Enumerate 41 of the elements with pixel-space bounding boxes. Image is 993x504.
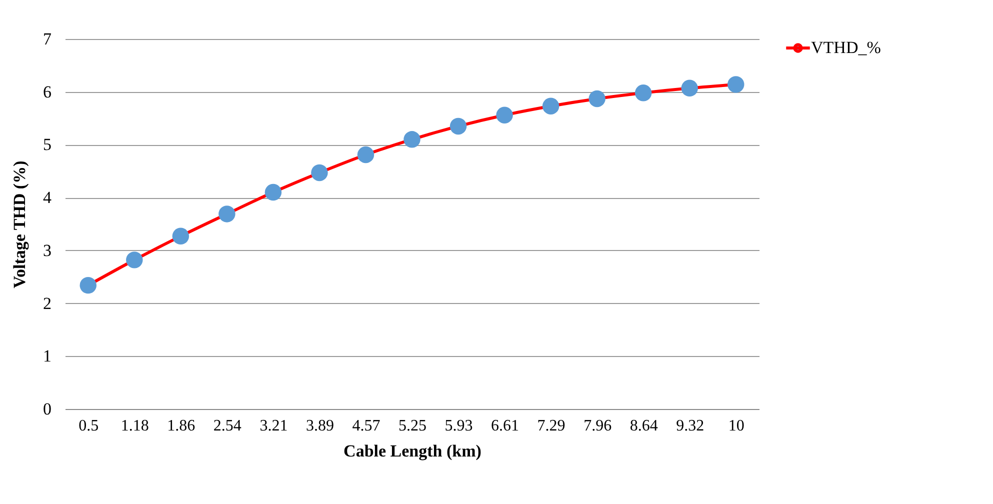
x-tick-label: 6.61: [491, 418, 520, 434]
point: [634, 84, 652, 102]
point: [357, 146, 374, 164]
x-tick-label: 0.5: [78, 418, 99, 434]
y-tick-label: 6: [43, 82, 52, 102]
x-tick-label: 3.21: [260, 418, 288, 434]
point: [80, 276, 96, 294]
y-tick-label: 4: [43, 188, 52, 208]
x-tick-label: 10: [728, 418, 744, 434]
y-tick-label: 3: [43, 240, 52, 260]
point: [728, 76, 744, 93]
point: [681, 80, 698, 97]
y-tick-label: 5: [43, 135, 52, 154]
x-tick-label: 1.18: [120, 418, 149, 434]
x-tick-label: 1.86: [167, 418, 196, 434]
x-tick-label: 3.89: [306, 418, 334, 434]
point: [172, 228, 190, 245]
point: [404, 131, 420, 148]
x-tick-label: 9.32: [676, 418, 704, 434]
x-tick-label: 8.64: [630, 418, 658, 434]
point: [450, 118, 467, 135]
x-axis-title: Cable Length (km): [344, 442, 482, 460]
x-tick-label: 7.29: [537, 418, 566, 434]
y-tick-label: 2: [43, 294, 52, 313]
point: [218, 206, 236, 222]
point: [496, 106, 513, 124]
point: [542, 98, 560, 114]
point: [311, 164, 328, 182]
point: [126, 252, 143, 268]
legend-label: VTHD_%: [811, 38, 881, 57]
y-tick-label: 7: [43, 30, 52, 48]
x-tick-label: 5.93: [444, 418, 473, 434]
x-tick-label: 2.54: [213, 418, 242, 434]
y-axis-title: Voltage THD (%): [10, 160, 29, 288]
point: [264, 184, 282, 201]
point: [588, 90, 606, 108]
x-tick-label: 5.25: [398, 418, 426, 434]
x-tick-label: 7.96: [584, 418, 612, 434]
y-tick-label: 1: [43, 346, 52, 366]
x-tick-label: 4.57: [352, 418, 380, 434]
y-tick-label: 0: [43, 400, 52, 418]
